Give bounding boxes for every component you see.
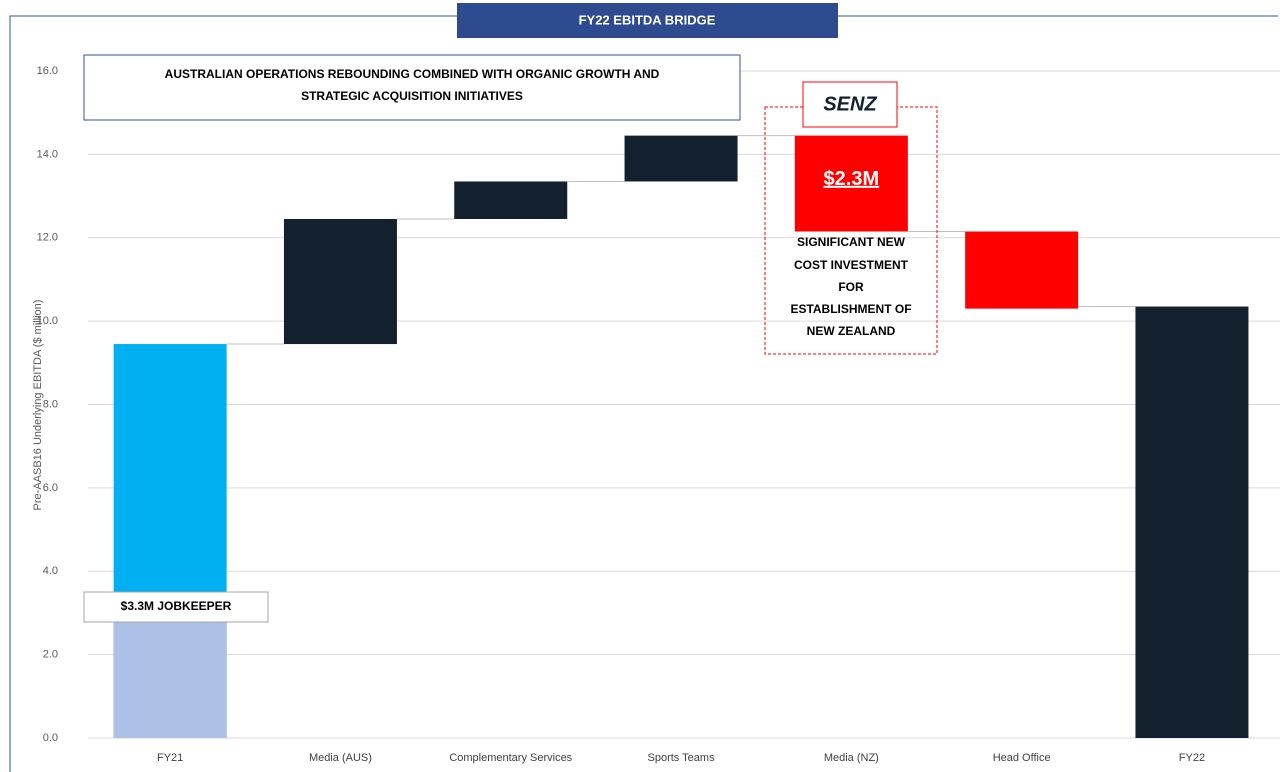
- nz-note: ESTABLISHMENT OF: [790, 302, 911, 316]
- y-axis-label: Pre-AASB16 Underlying EBITDA ($ million): [32, 300, 44, 511]
- callout-box: [83, 54, 741, 121]
- bar: [1135, 306, 1249, 738]
- jobkeeper-bar: [113, 600, 227, 738]
- callout-text: STRATEGIC ACQUISITION INITIATIVES: [301, 89, 523, 103]
- logo: SENZ: [823, 93, 877, 115]
- y-tick-label: 6.0: [43, 482, 58, 494]
- x-tick-label: Sports Teams: [648, 752, 716, 764]
- y-tick-label: 0.0: [43, 732, 58, 744]
- x-tick-label: FY21: [157, 752, 183, 764]
- x-tick-label: FY22: [1179, 752, 1205, 764]
- y-tick-label: 16.0: [37, 65, 58, 77]
- logo-box: [802, 81, 898, 128]
- y-tick-label: 8.0: [43, 398, 58, 410]
- title-box: [457, 3, 838, 38]
- jobkeeper-box: [83, 591, 269, 623]
- bar: [794, 135, 908, 232]
- y-tick-label: 10.0: [37, 315, 58, 327]
- jobkeeper-label: $3.3M JOBKEEPER: [121, 599, 232, 613]
- nz-note: NEW ZEALAND: [807, 324, 896, 338]
- x-tick-label: Media (NZ): [824, 752, 879, 764]
- bar: [965, 231, 1079, 309]
- y-tick-label: 4.0: [43, 565, 58, 577]
- chart-title: FY22 EBITDA BRIDGE: [579, 12, 716, 27]
- nz-note: FOR: [838, 280, 864, 294]
- plot: 0.0 2.0 4.0 6.0 8.0 10.0 12.0 14.0 16.0 FY21 Media…: [37, 65, 1280, 764]
- y-tick-label: 12.0: [37, 232, 58, 244]
- bar: [624, 135, 738, 182]
- callout-text: AUSTRALIAN OPERATIONS REBOUNDING COMBINE…: [165, 67, 660, 81]
- value-label: $2.3M: [824, 168, 880, 190]
- bar: [454, 181, 568, 219]
- x-tick-label: Media (AUS): [309, 752, 372, 764]
- x-tick-label: Complementary Services: [449, 752, 572, 764]
- y-tick-label: 14.0: [37, 148, 58, 160]
- nz-note: SIGNIFICANT NEW: [797, 235, 906, 249]
- frame: [9, 15, 457, 772]
- x-tick-label: Head Office: [993, 752, 1051, 764]
- bar: [283, 218, 397, 345]
- y-tick-label: 2.0: [43, 649, 58, 661]
- nz-note: COST INVESTMENT: [794, 258, 909, 272]
